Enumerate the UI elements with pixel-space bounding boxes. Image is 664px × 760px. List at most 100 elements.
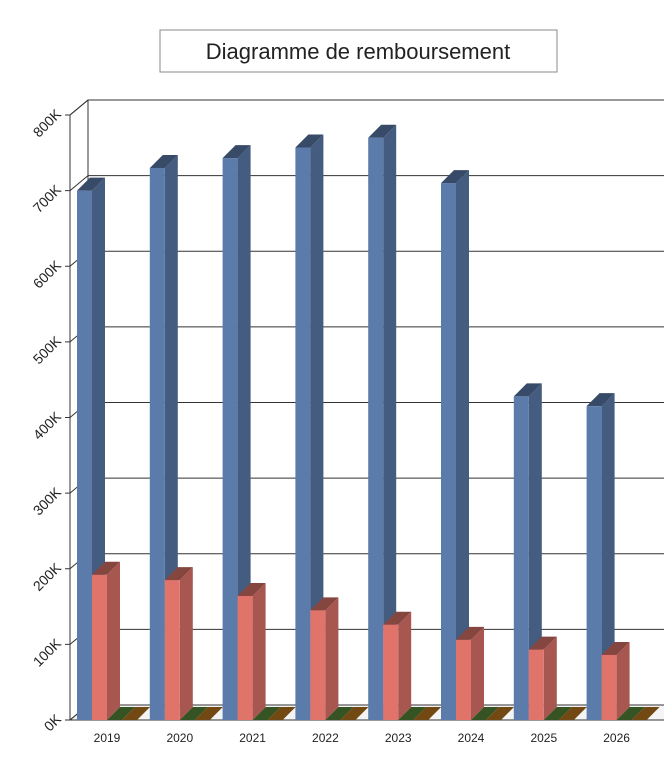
bar-top	[441, 170, 469, 184]
bar-top	[222, 145, 251, 159]
bar-top	[558, 707, 587, 720]
bar-group	[441, 170, 469, 720]
bar-group	[252, 707, 281, 720]
bar-side	[237, 145, 251, 720]
bar	[528, 649, 544, 720]
bar-top	[179, 707, 208, 720]
bar	[383, 624, 399, 720]
bar-top	[340, 707, 369, 720]
x-tick-label: 2026	[603, 731, 630, 745]
bar-side	[471, 626, 484, 720]
y-tick-label: 100K	[30, 635, 65, 670]
bar-top	[586, 393, 615, 407]
bar-group	[631, 707, 660, 720]
bar-top	[107, 707, 135, 720]
grid-line-depth	[69, 175, 89, 192]
bar	[601, 654, 617, 720]
bar-group	[368, 124, 397, 720]
bar-top	[368, 124, 397, 138]
bar-top	[383, 611, 412, 625]
bar-group	[543, 707, 572, 720]
bar-top	[77, 177, 105, 191]
bar-group	[383, 611, 412, 720]
bar-group	[325, 707, 354, 720]
bar	[586, 406, 602, 720]
y-tick-label: 0K	[41, 710, 65, 734]
bar-side	[456, 170, 469, 720]
bar	[222, 158, 238, 720]
bar	[77, 190, 92, 720]
bar-top	[398, 707, 427, 720]
y-tick-label: 600K	[30, 257, 65, 292]
bar-top	[149, 154, 178, 168]
bar	[456, 639, 471, 720]
bar-group	[92, 561, 120, 720]
bar-top	[122, 707, 150, 720]
y-tick-label: 400K	[30, 408, 65, 443]
bar-group	[237, 582, 266, 720]
x-tick-label: 2022	[312, 731, 339, 745]
bar-group	[413, 707, 442, 720]
y-tick-label: 200K	[30, 559, 65, 594]
bar	[513, 396, 529, 720]
bar-group	[398, 707, 427, 720]
bar-side	[383, 124, 397, 720]
y-tick-label: 800K	[30, 105, 65, 140]
bar-top	[413, 707, 442, 720]
bar-top	[471, 707, 499, 720]
x-tick-label: 2019	[94, 731, 121, 745]
bar-group	[122, 707, 150, 720]
x-tick-label: 2023	[385, 731, 412, 745]
bar-group	[486, 707, 514, 720]
bar-group	[164, 567, 193, 720]
bar-group	[601, 641, 630, 720]
bar	[92, 574, 107, 720]
bar-group	[558, 707, 587, 720]
bar	[441, 183, 456, 720]
chart-title: Diagramme de remboursement	[206, 39, 510, 64]
bar-top	[295, 134, 324, 148]
x-tick-label: 2020	[166, 731, 193, 745]
bar-top	[194, 707, 223, 720]
bar-group	[179, 707, 208, 720]
bar-side	[616, 641, 630, 720]
bar-side	[310, 134, 324, 721]
bar-group	[528, 636, 557, 720]
bar-top	[92, 561, 120, 575]
y-tick-label: 300K	[30, 483, 65, 518]
bar-top	[310, 597, 339, 611]
bar-side	[107, 561, 120, 720]
bar	[237, 595, 253, 720]
bar-group	[267, 707, 296, 720]
bar-group	[340, 707, 369, 720]
bar-top	[601, 641, 630, 655]
x-tick-label: 2025	[530, 731, 557, 745]
bar-top	[543, 707, 572, 720]
bar-group	[107, 707, 135, 720]
bar	[310, 610, 326, 720]
bar-side	[528, 383, 542, 720]
bar-side	[179, 567, 193, 720]
bar-group	[222, 145, 251, 720]
bar-side	[543, 636, 557, 720]
bar-top	[325, 707, 354, 720]
bar-top	[237, 582, 266, 596]
bar	[295, 147, 311, 721]
title-box	[159, 29, 558, 73]
bar-group	[513, 383, 542, 720]
bar-side	[252, 582, 266, 720]
bar-group	[295, 134, 324, 721]
bar-side	[601, 393, 615, 720]
bar-group	[194, 707, 223, 720]
bar-side	[325, 597, 339, 720]
bar-side	[398, 611, 412, 720]
bar-group	[616, 707, 645, 720]
bar	[164, 580, 180, 720]
y-tick-label: 500K	[30, 332, 65, 367]
bar-top	[631, 707, 660, 720]
bar-top	[616, 707, 645, 720]
x-tick-label: 2024	[458, 731, 485, 745]
bar-top	[528, 636, 557, 650]
grid-line-depth	[69, 99, 89, 116]
